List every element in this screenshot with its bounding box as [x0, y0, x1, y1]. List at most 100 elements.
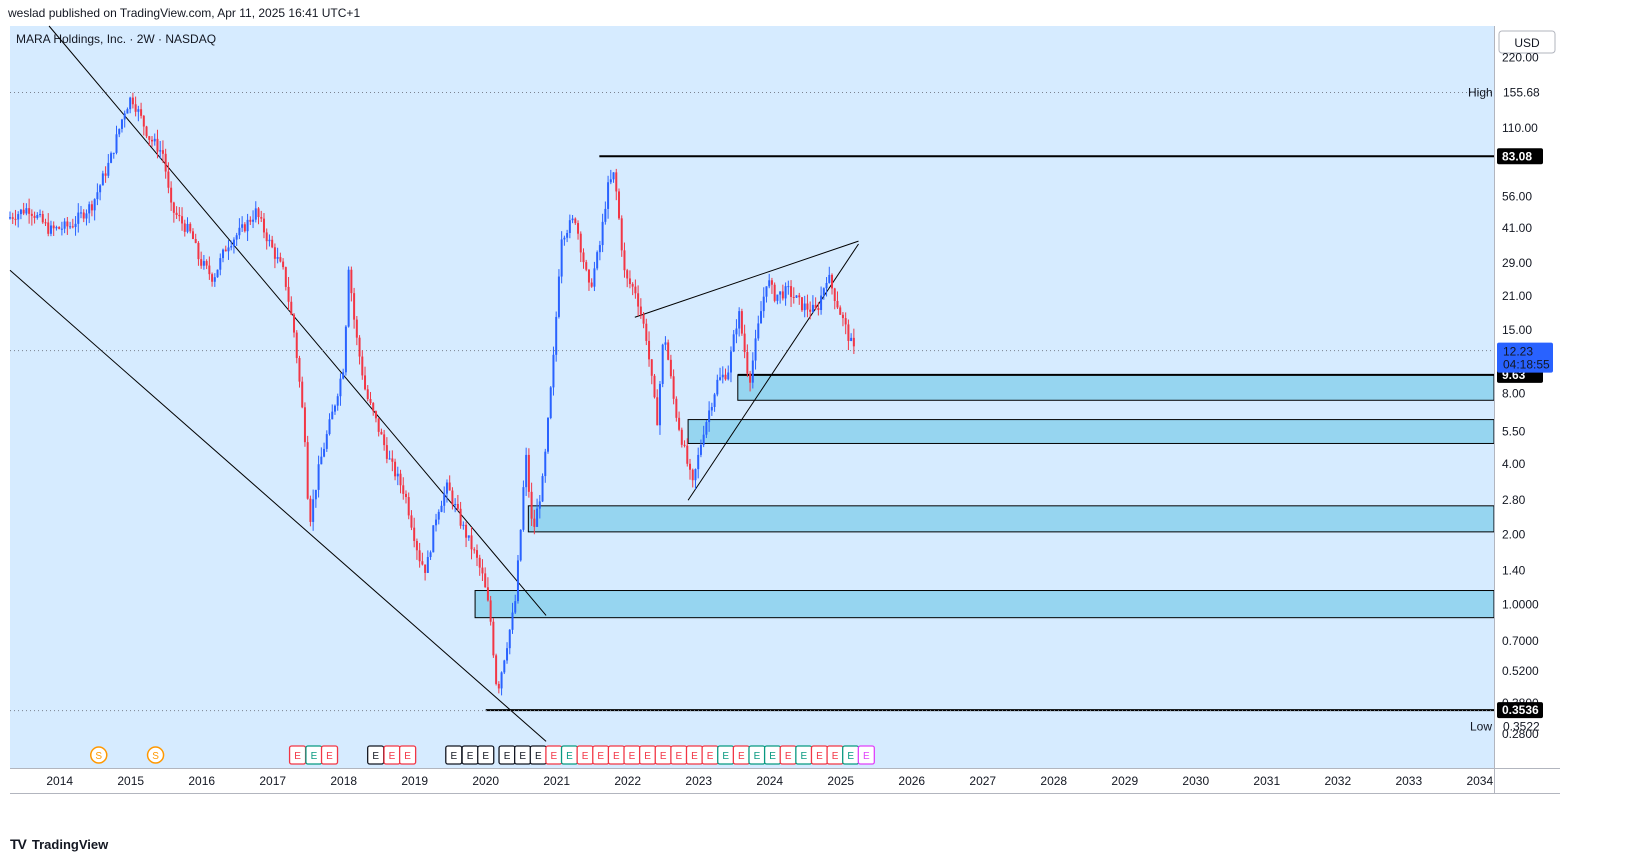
candle-body: [331, 411, 334, 420]
candle-body: [784, 286, 787, 299]
candle-body: [833, 288, 836, 301]
candle-body: [298, 358, 301, 382]
candle-body: [77, 212, 80, 224]
candle-body: [230, 246, 233, 248]
price-tick-label: 5.50: [1502, 425, 1526, 439]
candle-body: [850, 337, 853, 341]
candle-body: [568, 220, 571, 234]
candle-body: [82, 212, 85, 219]
candle-body: [691, 469, 694, 481]
candle-body: [252, 219, 255, 222]
split-event-icon: [146, 746, 165, 764]
candle-body: [418, 550, 421, 562]
candle-body: [661, 344, 664, 384]
candle-body: [241, 224, 244, 228]
candle-body: [708, 410, 711, 423]
candle-body: [96, 192, 99, 200]
candle-body: [694, 469, 697, 481]
candle-body: [112, 152, 115, 154]
candle-body: [295, 332, 298, 359]
candle-body: [773, 284, 776, 301]
candle-body: [372, 403, 375, 412]
earnings-event-label: E: [597, 751, 604, 762]
candle-body: [658, 383, 661, 426]
earnings-event-label: E: [566, 751, 573, 762]
brand-footer[interactable]: TV TradingView: [10, 836, 108, 852]
candle-body: [615, 172, 618, 192]
candle-body: [287, 286, 290, 302]
candle-body: [71, 226, 74, 228]
candle-body: [211, 274, 214, 282]
candle-body: [451, 490, 454, 505]
candle-body: [391, 458, 394, 462]
candle-body: [170, 187, 173, 203]
trendline-2: [9, 269, 547, 742]
candle-body: [424, 564, 427, 573]
earnings-event-label: E: [629, 751, 636, 762]
candle-body: [735, 328, 738, 335]
earnings-event-label: E: [519, 751, 526, 762]
candle-body: [787, 286, 790, 288]
candle-body: [99, 185, 102, 193]
time-tick-label: 2027: [969, 774, 996, 788]
candle-body: [224, 249, 227, 252]
candle-body: [429, 552, 432, 558]
candle-body: [435, 519, 438, 526]
candle-body: [525, 454, 528, 488]
earnings-event-label: E: [769, 751, 776, 762]
candle-body: [530, 491, 533, 519]
candle-body: [757, 323, 760, 339]
candle-body: [440, 505, 443, 512]
candle-body: [273, 247, 276, 259]
candle-body: [232, 239, 235, 247]
candle-body: [587, 269, 590, 283]
candle-body: [167, 171, 170, 188]
candle-body: [656, 397, 659, 426]
current-price-countdown: 04:18:55: [1503, 358, 1550, 372]
candle-body: [470, 535, 473, 550]
candle-body: [101, 173, 104, 186]
candle-body: [484, 573, 487, 588]
candle-body: [527, 454, 530, 492]
candle-body: [486, 587, 489, 601]
candle-body: [590, 282, 593, 287]
candle-body: [710, 406, 713, 411]
candle-body: [74, 223, 77, 228]
candle-body: [754, 338, 757, 361]
candle-body: [697, 454, 700, 470]
candle-body: [69, 226, 72, 228]
candle-body: [462, 524, 465, 526]
candle-body: [120, 119, 123, 129]
price-tick-label: 2.00: [1502, 527, 1526, 541]
candle-body: [847, 324, 850, 341]
candle-body: [402, 485, 405, 494]
earnings-event-label: E: [294, 751, 301, 762]
candles: [9, 92, 855, 696]
earnings-event-label: E: [551, 751, 558, 762]
candle-body: [811, 304, 814, 312]
candle-body: [522, 487, 525, 530]
candle-body: [140, 109, 143, 116]
time-tick-label: 2018: [330, 774, 357, 788]
candle-body: [222, 249, 225, 259]
candle-body: [36, 214, 39, 218]
split-event-label: S: [95, 751, 102, 762]
earnings-event-label: E: [785, 751, 792, 762]
candle-body: [90, 204, 93, 211]
high-value: 155.68: [1503, 86, 1540, 100]
candle-body: [262, 218, 265, 233]
candle-body: [191, 231, 194, 239]
earnings-event-label: E: [311, 751, 318, 762]
candle-body: [511, 612, 514, 630]
candle-body: [516, 560, 519, 602]
candle-body: [770, 280, 773, 285]
earnings-event-label: E: [504, 751, 511, 762]
candle-body: [705, 422, 708, 435]
split-event-icon: [90, 746, 108, 764]
candle-body: [650, 359, 653, 376]
publisher-line: weslad published on TradingView.com, Apr…: [8, 6, 361, 20]
candle-body: [716, 379, 719, 395]
